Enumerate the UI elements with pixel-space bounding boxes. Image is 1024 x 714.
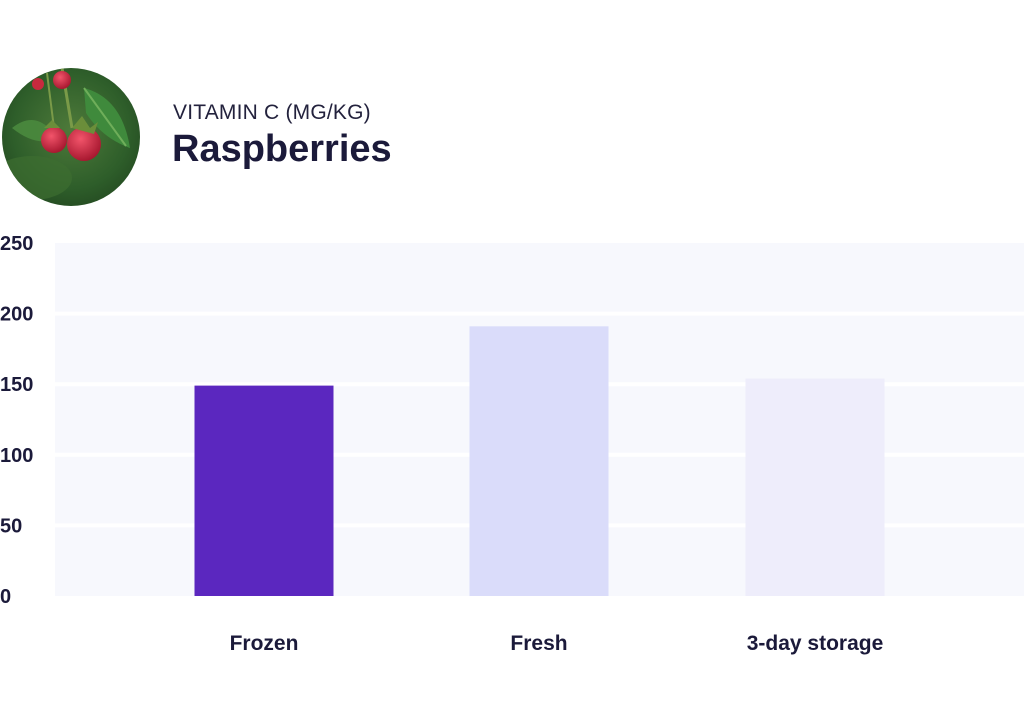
- y-tick-label: 150: [0, 374, 33, 396]
- y-tick-label: 0: [0, 586, 11, 608]
- bar-fresh: [469, 326, 609, 596]
- bar-3-day-storage: [745, 378, 885, 596]
- y-tick-label: 100: [0, 445, 33, 467]
- y-tick-label: 250: [0, 233, 33, 255]
- x-category-label: Frozen: [230, 632, 299, 655]
- chart-title: Raspberries: [172, 128, 392, 170]
- y-tick-label: 200: [0, 304, 33, 326]
- bar-frozen: [194, 385, 334, 596]
- chart-subtitle: VITAMIN C (MG/KG): [173, 101, 371, 124]
- raspberry-photo-icon: [2, 68, 140, 206]
- x-category-label: Fresh: [510, 632, 567, 655]
- x-category-label: 3-day storage: [747, 632, 884, 655]
- y-tick-label: 50: [0, 515, 22, 537]
